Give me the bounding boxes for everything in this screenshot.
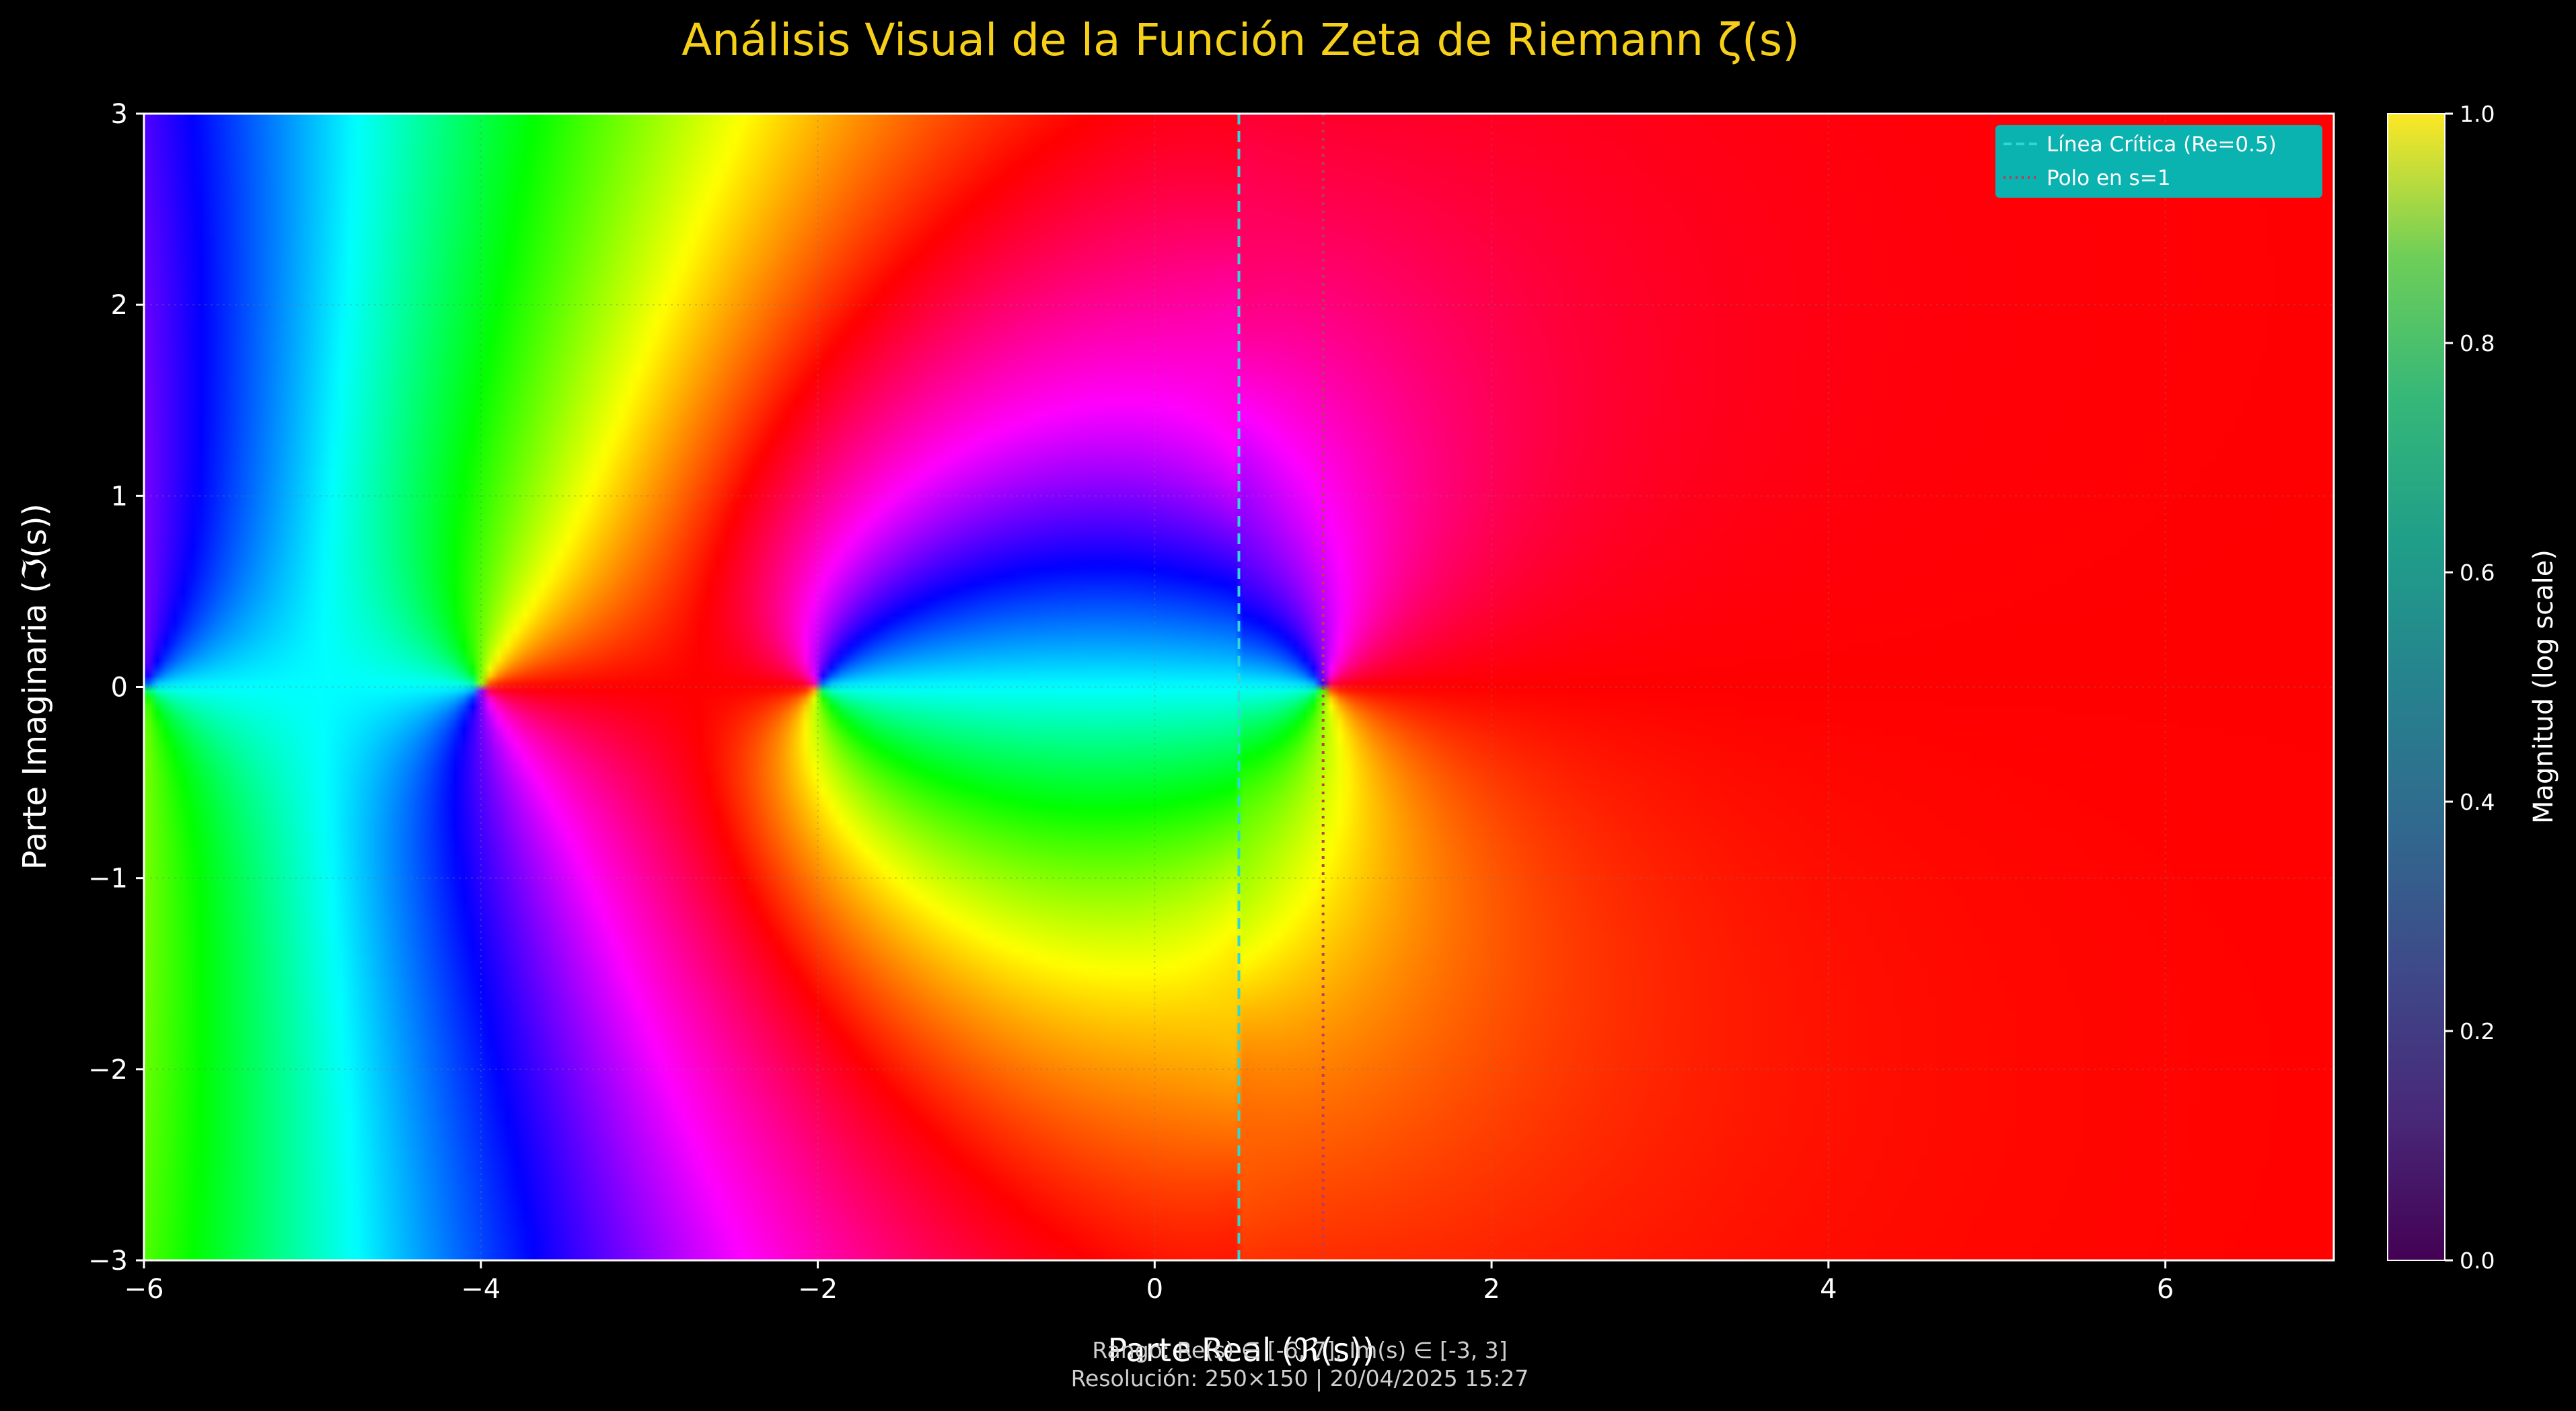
x-tick-label: 4 (1820, 1274, 1837, 1305)
colorbar-label: Magnitud (log scale) (2528, 549, 2559, 824)
footer-range: Rango: Re(s) ∈ [-6, 7], Im(s) ∈ [-3, 3] (1092, 1337, 1507, 1363)
chart-title: Análisis Visual de la Función Zeta de Ri… (682, 14, 1800, 66)
colorbar-tick-label: 0.8 (2460, 330, 2495, 356)
legend: Línea Crítica (Re=0.5) Polo en s=1 (1995, 125, 2322, 198)
footer-resolution: Resolución: 250×150 | 20/04/2025 15:27 (1071, 1365, 1529, 1391)
legend-critical-line-label: Línea Crítica (Re=0.5) (2047, 132, 2277, 157)
x-axis: −6 −4 −2 0 2 4 6 (124, 1260, 2174, 1305)
colorbar-gradient (2387, 113, 2445, 1261)
colorbar-tick-label: 0.6 (2460, 560, 2495, 586)
y-tick-label: −1 (88, 864, 128, 894)
domain-coloring-heatmap (144, 114, 2334, 1260)
y-tick-label: 3 (111, 99, 128, 130)
footer-info: Rango: Re(s) ∈ [-6, 7], Im(s) ∈ [-3, 3] … (1071, 1337, 1529, 1391)
x-tick-label: −4 (461, 1274, 501, 1305)
y-tick-label: 0 (111, 673, 128, 703)
plot-area (143, 112, 2335, 1262)
colorbar-tick-label: 0.4 (2460, 789, 2495, 815)
legend-pole-label: Polo en s=1 (2047, 166, 2170, 190)
y-axis-label: Parte Imaginaria (ℑ(s)) (16, 504, 54, 870)
x-tick-label: −6 (124, 1274, 164, 1305)
y-axis: −3 −2 −1 0 1 2 3 (88, 99, 144, 1276)
x-tick-label: 2 (1483, 1274, 1500, 1305)
y-tick-label: 2 (111, 290, 128, 321)
colorbar-tick-label: 0.2 (2460, 1018, 2495, 1044)
y-tick-label: −2 (88, 1055, 128, 1085)
colorbar-ticks: 0.0 0.2 0.4 0.6 0.8 1.0 (2445, 101, 2495, 1274)
legend-box (1995, 125, 2322, 198)
x-tick-label: 0 (1146, 1274, 1163, 1305)
x-tick-label: −2 (798, 1274, 838, 1305)
y-tick-label: 1 (111, 481, 128, 512)
colorbar-tick-label: 0.0 (2460, 1248, 2495, 1274)
x-tick-label: 6 (2157, 1274, 2174, 1305)
colorbar: 0.0 0.2 0.4 0.6 0.8 1.0 Magnitud (log scale) (2387, 101, 2559, 1274)
x-axis-label: Parte Real (ℜ(s)) (1107, 1332, 1374, 1369)
y-tick-label: −3 (88, 1246, 128, 1276)
colorbar-tick-label: 1.0 (2460, 101, 2495, 127)
